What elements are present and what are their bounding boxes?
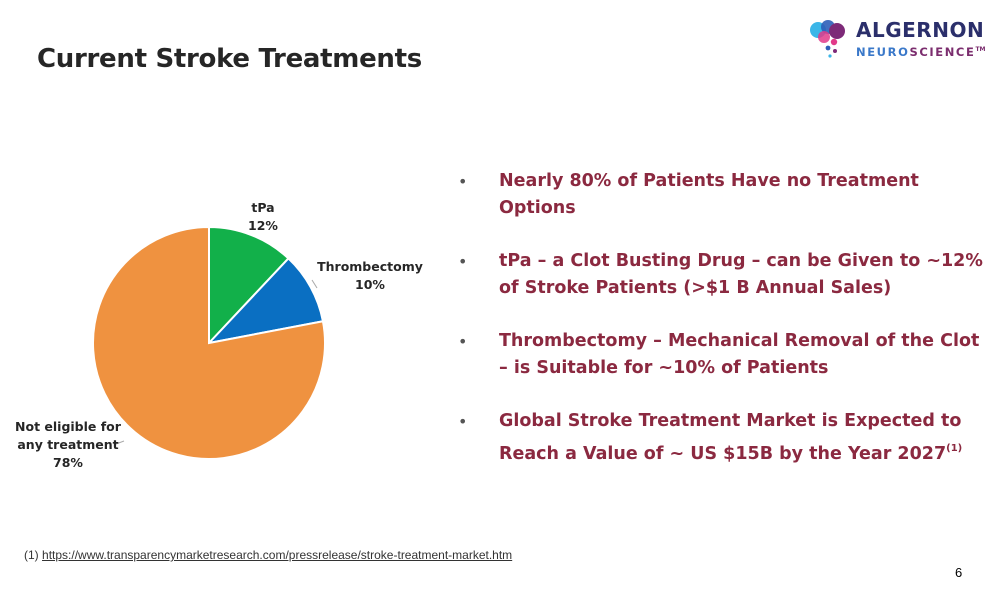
bullet-item: • Thrombectomy – Mechanical Removal of th…: [455, 328, 985, 382]
footnote-reference: (1): [946, 443, 963, 454]
bullet-marker: •: [458, 252, 468, 271]
bullet-item: • Global Stroke Treatment Market is Expec…: [455, 408, 985, 468]
logo-trademark: TM: [975, 46, 986, 54]
bullet-item: • Nearly 80% of Patients Have no Treatmen…: [455, 168, 985, 222]
thrombectomy-slice-percent: 10%: [355, 277, 385, 292]
bullet-text: Nearly 80% of Patients Have no Treatment…: [499, 171, 919, 218]
pie-slice-not-eligible: [92, 225, 326, 460]
logo-wordmark-top: ALGERNON: [856, 18, 985, 42]
footnote-link[interactable]: https://www.transparencymarketresearch.c…: [42, 548, 513, 562]
logo-science-text: SCIENCE: [909, 45, 976, 59]
bullet-text: tPa – a Clot Busting Drug – can be Given…: [499, 251, 983, 298]
bullet-marker: •: [458, 332, 468, 351]
thrombectomy-leader-line: [311, 279, 318, 289]
bullet-marker: •: [458, 172, 468, 191]
bullet-item: • tPa – a Clot Busting Drug – can be Give…: [455, 248, 985, 302]
company-logo: ALGERNON NEUROSCIENCETM: [808, 18, 993, 62]
not-eligible-slice-percent: 78%: [53, 455, 83, 470]
logo-neuro-text: NEURO: [856, 45, 910, 59]
pie-slice-thrombectomy: [206, 257, 325, 345]
not-eligible-leader-line: [115, 440, 125, 445]
bullet-text: Thrombectomy – Mechanical Removal of the…: [499, 331, 980, 378]
page-number: 6: [955, 565, 963, 580]
tpa-slice-label: tPa: [251, 200, 274, 215]
bullet-text: Global Stroke Treatment Market is Expect…: [499, 411, 962, 464]
logo-mark-icon: [810, 20, 845, 58]
slide-title: Current Stroke Treatments: [37, 44, 422, 74]
footnote-prefix: (1): [24, 548, 39, 562]
not-eligible-label-line2: any treatment: [17, 437, 118, 452]
not-eligible-label-line1: Not eligible for: [15, 419, 122, 434]
footnote: (1) https://www.transparencymarketresear…: [24, 548, 512, 562]
pie-slices: [92, 225, 326, 460]
thrombectomy-slice-label: Thrombectomy: [317, 259, 423, 274]
pie-slice-tpa: [208, 225, 290, 346]
logo-wordmark-bottom: NEUROSCIENCETM: [856, 45, 986, 59]
tpa-slice-percent: 12%: [248, 218, 278, 233]
bullet-marker: •: [458, 412, 468, 431]
bullet-list: • Nearly 80% of Patients Have no Treatmen…: [455, 168, 985, 494]
pie-chart: tPa 12% Thrombectomy 10% Not eligible fo…: [15, 200, 423, 470]
